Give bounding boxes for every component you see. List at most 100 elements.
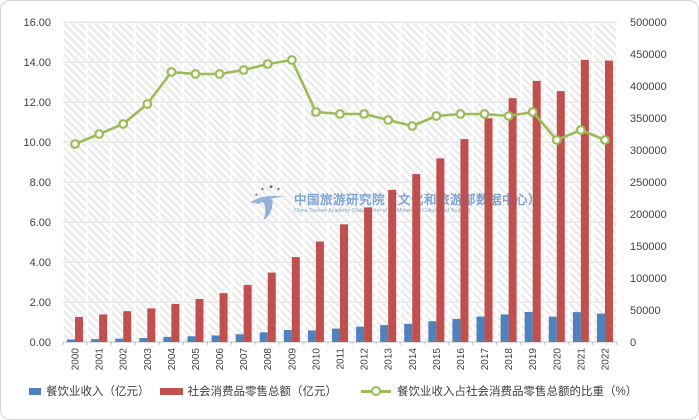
catering-revenue-bar [187,336,196,342]
retail-sales-bar [267,272,276,342]
catering-revenue-bar [404,323,413,342]
x-axis-tick-label: 2020 [552,348,563,371]
retail-sales-bar [412,174,421,342]
x-axis-tick-label: 2009 [287,348,298,371]
catering-revenue-swatch-icon [29,387,41,395]
right-axis-tick-label: 350000 [630,113,667,125]
ratio-line-marker [238,65,249,75]
catering-revenue-bar [452,318,461,342]
x-axis-tick-label: 2005 [191,348,202,371]
right-axis-tick-label: 100000 [630,273,667,285]
retail-sales-swatch-icon [159,387,183,395]
x-axis-tick-label: 2002 [119,348,130,371]
x-axis-tick-label: 2019 [528,348,539,371]
catering-revenue-bar [524,311,533,342]
ratio-line-marker [479,109,490,119]
ratio-line-marker [455,109,466,119]
right-axis-tick-label: 450000 [630,49,667,61]
x-axis-tick-label: 2017 [480,348,491,371]
retail-sales-bar [460,139,469,342]
catering-revenue-bar [476,316,485,342]
x-axis-tick-label: 2003 [143,348,154,371]
left-axis-tick-label: 0.00 [30,337,51,349]
ratio-line-swatch-icon [361,386,391,396]
right-axis-tick-label: 150000 [630,241,667,253]
ratio-line-marker [286,55,297,65]
catering-revenue-bar [67,339,76,342]
catering-revenue-bar [91,339,100,342]
ratio-line-marker [407,121,418,131]
ratio-line-marker [142,99,153,109]
x-axis-tick-label: 2010 [311,348,322,371]
catering-revenue-bar [163,336,172,342]
retail-sales-bar [75,316,84,342]
catering-revenue-bar [500,314,509,342]
retail-sales-bar [364,207,373,342]
ratio-line-marker [383,115,394,125]
left-axis-tick-label: 10.00 [23,137,51,149]
catering-revenue-bar [211,335,220,342]
retail-sales-bar [99,314,108,342]
legend-label-retail-sales: 社会消费品零售总额（亿元） [187,386,338,398]
retail-sales-bar [508,98,517,342]
ratio-line-marker [94,129,105,139]
retail-sales-bar [484,118,493,342]
catering-revenue-bar [283,330,292,342]
legend-item-ratio: 餐饮业收入占社会消费品零售总额的比重（%） [361,383,637,399]
left-axis-tick-label: 8.00 [30,177,51,189]
right-axis-tick-label: 50000 [630,305,661,317]
catering-revenue-bar [428,321,437,342]
x-axis-tick-label: 2022 [600,348,611,371]
catering-revenue-bar [356,326,365,342]
catering-revenue-bar [307,330,316,342]
x-axis-tick-label: 2004 [167,348,178,371]
right-axis-tick-label: 400000 [630,81,667,93]
x-axis-tick-label: 2001 [95,348,106,371]
chart-plot-series [67,55,613,343]
ratio-line-marker [575,125,586,135]
ratio-line-marker [214,69,225,79]
retail-sales-bar [123,311,132,342]
right-axis-tick-label: 300000 [630,145,667,157]
left-axis-tick-label: 6.00 [30,217,51,229]
left-axis-tick-label: 14.00 [23,57,51,69]
catering-revenue-bar [380,325,389,342]
x-axis-tick-label: 2011 [336,348,347,370]
x-axis-tick-label: 2021 [576,348,587,371]
ratio-line-marker [551,135,562,145]
ratio-line-marker [527,107,538,117]
left-axis-tick-label: 12.00 [23,97,51,109]
retail-sales-bar [195,298,204,342]
ratio-line [73,58,607,146]
ratio-line-marker [335,109,345,119]
ratio-line-marker [600,135,610,145]
right-axis-tick-label: 500000 [630,17,667,29]
ratio-line-marker [70,139,80,149]
retail-sales-bar [340,224,348,342]
retail-sales-bar [556,91,565,343]
legend-item-retail-sales: 社会消费品零售总额（亿元） [159,383,338,399]
retail-sales-bar [291,257,300,342]
legend-label-catering-revenue: 餐饮业收入（亿元） [46,386,150,398]
retail-sales-bar [219,293,228,342]
ratio-line-marker [359,109,369,119]
retail-sales-bar [388,189,397,342]
ratio-line-marker [190,69,201,79]
x-axis-tick-label: 2007 [239,348,250,371]
retail-sales-bar [243,284,252,342]
ratio-line-marker [166,67,177,77]
right-axis-tick-label: 0 [630,337,636,349]
catering-revenue-bar [139,338,148,342]
catering-revenue-bar [572,312,581,342]
catering-revenue-bar [332,328,340,342]
x-axis-tick-label: 2016 [456,348,467,371]
right-axis-tick-label: 250000 [630,177,667,189]
ratio-line-marker [262,59,273,69]
x-axis-tick-label: 2006 [215,348,226,371]
x-axis-tick-label: 2008 [263,348,274,371]
ratio-line-marker [503,111,514,121]
right-axis-tick-label: 200000 [630,209,667,221]
left-axis-tick-label: 16.00 [23,17,51,29]
retail-sales-bar [171,303,180,342]
x-axis-tick-label: 2000 [71,348,82,371]
